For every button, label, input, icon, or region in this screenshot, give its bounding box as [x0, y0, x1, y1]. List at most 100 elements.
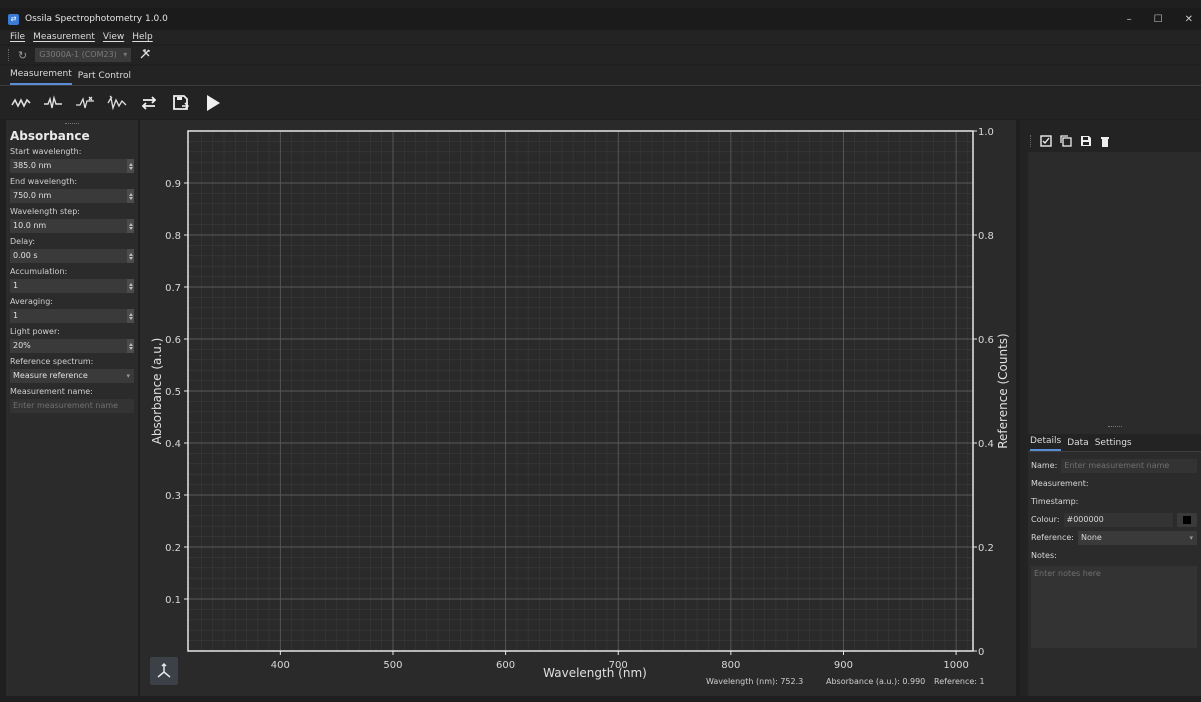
- status-wavelength: Wavelength (nm): 752.3: [706, 677, 803, 686]
- panel-resize-handle[interactable]: [1108, 426, 1122, 428]
- colour-input[interactable]: #000000: [1064, 513, 1173, 527]
- main-tabs: Measurement Part Control: [0, 66, 1201, 86]
- menu-file[interactable]: File: [10, 32, 25, 42]
- timestamp-label: Timestamp:: [1031, 497, 1078, 506]
- spectrum-plot[interactable]: 400 500 600 700 800 900 1000 0.1 0.2 0.3 0.4 0.5 0.6…: [140, 120, 1016, 696]
- spin-buttons-icon[interactable]: [127, 339, 134, 353]
- measurement-list[interactable]: [1028, 152, 1201, 434]
- close-icon[interactable]: ✕: [1185, 14, 1193, 25]
- detail-tabs: Details Data Settings: [1028, 434, 1201, 452]
- save-icon[interactable]: [1080, 135, 1092, 147]
- reference-spectrum-select[interactable]: Measure reference ▾: [10, 369, 134, 383]
- spin-buttons-icon[interactable]: [127, 189, 134, 203]
- reference-spectrum-value: Measure reference: [13, 371, 88, 380]
- axis-ticks: 400 500 600 700 800 900 1000 0.1 0.2 0.3 0.4 0.5 0.6…: [165, 127, 994, 671]
- details-form: Name: Enter measurement name Measurement…: [1028, 452, 1201, 696]
- status-absorbance: Absorbance (a.u.): 0.990: [826, 677, 925, 686]
- reset-view-button[interactable]: [150, 657, 178, 685]
- measurement-name-input[interactable]: Enter measurement name: [10, 399, 134, 413]
- measurement-label: Measurement:: [1031, 479, 1089, 488]
- colour-label: Colour:: [1031, 515, 1060, 524]
- reference-label: Reference:: [1031, 533, 1074, 542]
- y-tick-label: 0.9: [165, 179, 181, 190]
- reference-spectrum-label: Reference spectrum:: [10, 357, 134, 366]
- wavelength-step-value: 10.0 nm: [13, 221, 46, 230]
- y-tick-label: 0.7: [165, 283, 181, 294]
- axes-icon: [155, 662, 173, 680]
- y-tick-label: 0.3: [165, 491, 181, 502]
- measurement-toolbar: [0, 87, 1201, 119]
- y-tick-label: 0.1: [165, 595, 181, 606]
- save-as-icon[interactable]: [170, 92, 192, 114]
- tab-part-control[interactable]: Part Control: [78, 71, 131, 85]
- tab-details[interactable]: Details: [1030, 436, 1061, 451]
- y2-tick-label: 0: [978, 647, 984, 658]
- device-select-value: G3000A-1 (COM23): [39, 50, 117, 59]
- measurement-settings-panel: Absorbance Start wavelength: 385.0 nm En…: [6, 120, 138, 696]
- y2-tick-label: 0.4: [978, 439, 994, 450]
- run-icon[interactable]: [202, 92, 224, 114]
- wavelength-step-label: Wavelength step:: [10, 207, 134, 216]
- major-grid: [188, 131, 973, 651]
- minimize-icon[interactable]: –: [1127, 14, 1132, 25]
- tab-data[interactable]: Data: [1067, 438, 1089, 451]
- measurements-panel: Details Data Settings Name: Enter measur…: [1020, 120, 1201, 696]
- absorbance-mode-icon[interactable]: [10, 92, 32, 114]
- tab-measurement[interactable]: Measurement: [10, 69, 72, 85]
- y-axis-label: Absorbance (a.u.): [150, 338, 164, 445]
- colour-picker-button[interactable]: [1177, 513, 1197, 527]
- accumulation-value: 1: [13, 281, 18, 290]
- light-power-label: Light power:: [10, 327, 134, 336]
- reference-select[interactable]: None ▾: [1078, 531, 1197, 545]
- panel-resize-handle[interactable]: [65, 123, 79, 125]
- delete-icon[interactable]: [1100, 135, 1110, 147]
- notes-textarea[interactable]: Enter notes here: [1031, 566, 1197, 648]
- start-wavelength-label: Start wavelength:: [10, 147, 134, 156]
- toolbar-grip[interactable]: [1030, 135, 1032, 147]
- chevron-down-icon: ▾: [126, 369, 130, 383]
- start-wavelength-value: 385.0 nm: [13, 161, 51, 170]
- spin-buttons-icon[interactable]: [127, 309, 134, 323]
- reflectance-mode-icon[interactable]: [74, 92, 96, 114]
- spin-buttons-icon[interactable]: [127, 279, 134, 293]
- refresh-icon[interactable]: ↻: [18, 49, 27, 62]
- menu-view[interactable]: View: [103, 32, 124, 42]
- spin-buttons-icon[interactable]: [127, 249, 134, 263]
- delay-spinbox[interactable]: 0.00 s: [10, 249, 134, 263]
- copy-icon[interactable]: [1060, 135, 1072, 147]
- check-all-icon[interactable]: [1040, 135, 1052, 147]
- x-tick-label: 500: [383, 660, 402, 671]
- menu-help[interactable]: Help: [132, 32, 153, 42]
- name-input[interactable]: Enter measurement name: [1061, 459, 1197, 473]
- repeat-icon[interactable]: [138, 92, 160, 114]
- y2-tick-label: 0.6: [978, 335, 994, 346]
- accumulation-spinbox[interactable]: 1: [10, 279, 134, 293]
- light-power-spinbox[interactable]: 20%: [10, 339, 134, 353]
- notes-label: Notes:: [1031, 551, 1057, 560]
- spin-buttons-icon[interactable]: [127, 159, 134, 173]
- fluorescence-mode-icon[interactable]: [106, 92, 128, 114]
- delay-value: 0.00 s: [13, 251, 38, 260]
- x-tick-label: 600: [496, 660, 515, 671]
- maximize-icon[interactable]: ☐: [1154, 14, 1163, 25]
- toolbar-grip[interactable]: [8, 49, 10, 61]
- wavelength-step-spinbox[interactable]: 10.0 nm: [10, 219, 134, 233]
- device-select[interactable]: G3000A-1 (COM23) ▾: [35, 48, 131, 62]
- start-wavelength-spinbox[interactable]: 385.0 nm: [10, 159, 134, 173]
- usb-disconnect-icon[interactable]: [139, 48, 151, 63]
- delay-label: Delay:: [10, 237, 134, 246]
- transmittance-mode-icon[interactable]: [42, 92, 64, 114]
- x-tick-label: 900: [834, 660, 853, 671]
- end-wavelength-spinbox[interactable]: 750.0 nm: [10, 189, 134, 203]
- x-axis-label: Wavelength (nm): [543, 666, 647, 680]
- app-icon: ⇄: [8, 14, 19, 25]
- title-bar: ⇄ Ossila Spectrophotometry 1.0.0 – ☐ ✕: [0, 8, 1201, 30]
- menu-measurement[interactable]: Measurement: [33, 32, 95, 42]
- spin-buttons-icon[interactable]: [127, 219, 134, 233]
- averaging-spinbox[interactable]: 1: [10, 309, 134, 323]
- name-label: Name:: [1031, 461, 1057, 470]
- y-tick-label: 0.2: [165, 543, 181, 554]
- tab-settings[interactable]: Settings: [1095, 438, 1132, 451]
- chevron-down-icon: ▾: [1189, 531, 1193, 545]
- measurements-toolbar: [1020, 130, 1201, 152]
